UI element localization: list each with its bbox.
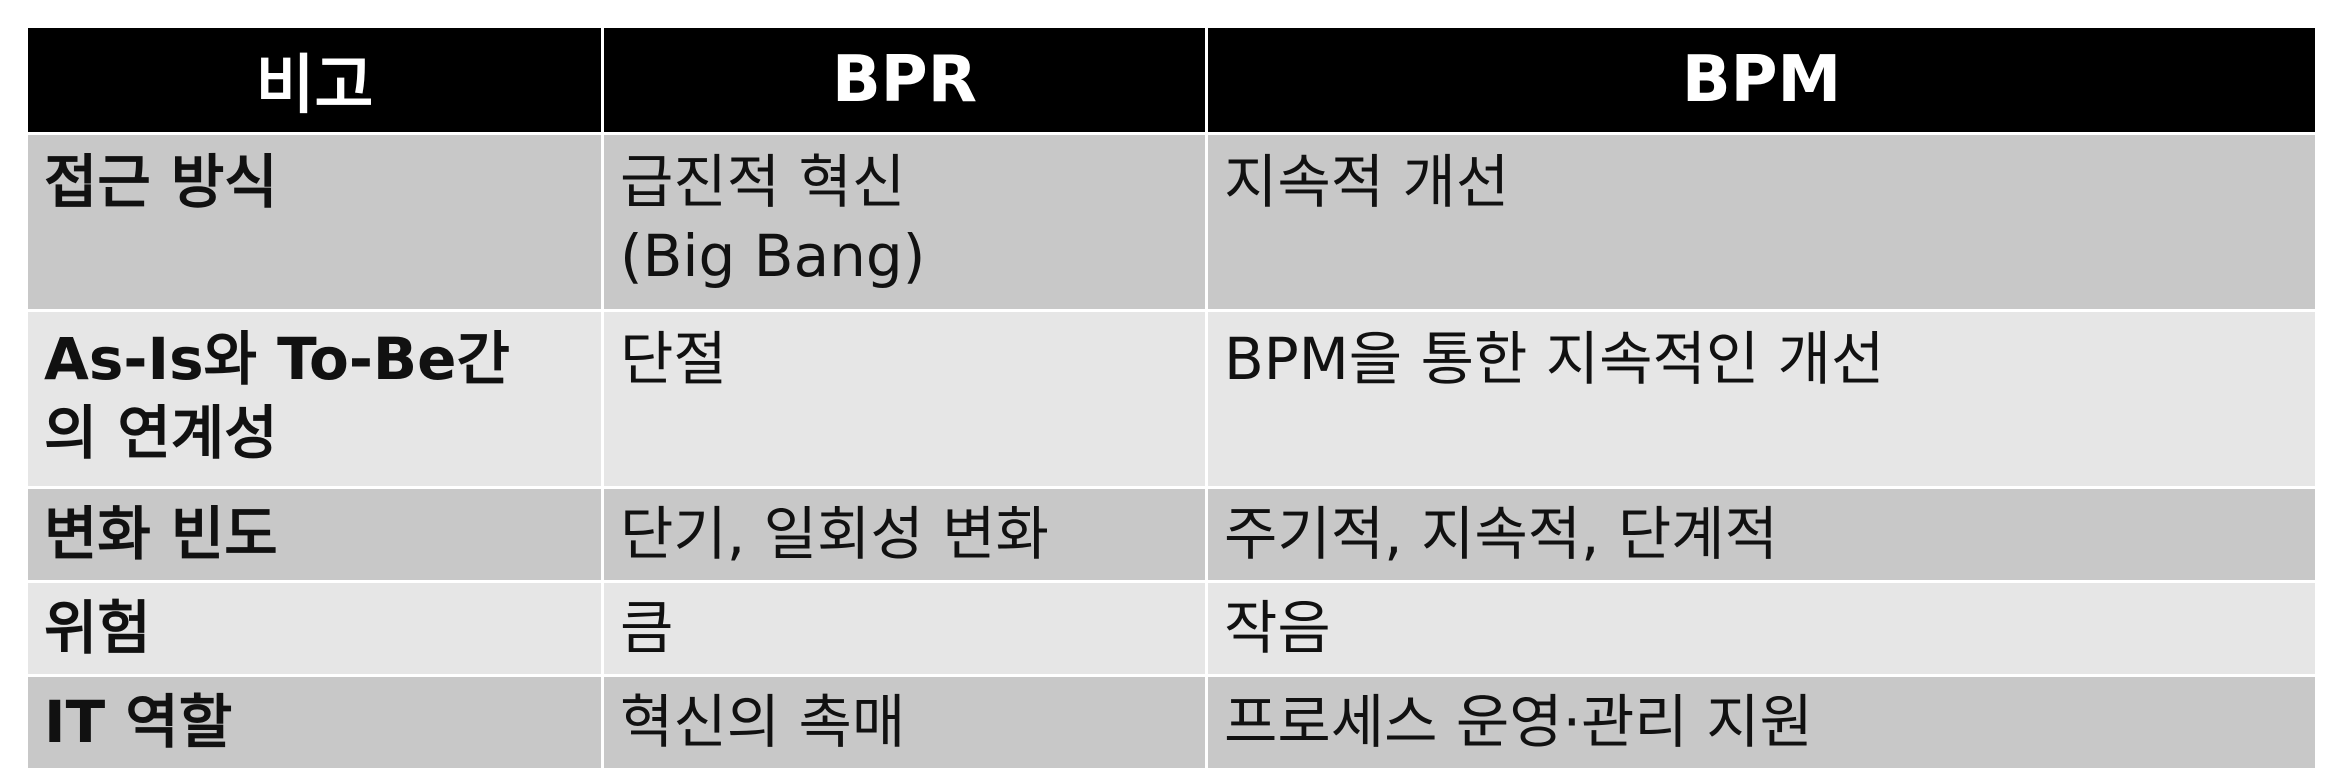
cell-bpm-linkage: BPM을 통한 지속적인 개선	[1205, 309, 2318, 489]
cell-line: 의 연계성	[44, 399, 278, 467]
cell-line: 큼	[620, 594, 674, 662]
row-header-risk: 위험	[25, 580, 604, 677]
table-row: 위험 큼 작음	[25, 580, 2318, 677]
table-row: 접근 방식 급진적 혁신 (Big Bang) 지속적 개선	[25, 132, 2318, 312]
row-header-approach: 접근 방식	[25, 132, 604, 312]
cell-line: 프로세스 운영·관리 지원	[1224, 688, 1813, 756]
bpr-bpm-comparison-table: 비고 BPR BPM 접근 방식 급진적 혁신 (Big Bang) 지속적 개…	[25, 25, 2318, 771]
header-row: 비고 BPR BPM	[25, 25, 2318, 135]
cell-bpr-risk: 큼	[601, 580, 1208, 677]
row-header-frequency: 변화 빈도	[25, 486, 604, 583]
cell-bpr-frequency: 단기, 일회성 변화	[601, 486, 1208, 583]
cell-line: 단기, 일회성 변화	[620, 500, 1049, 568]
table-row: IT 역할 혁신의 촉매 프로세스 운영·관리 지원	[25, 674, 2318, 771]
cell-line: 위험	[44, 594, 151, 662]
cell-bpm-it-role: 프로세스 운영·관리 지원	[1205, 674, 2318, 771]
cell-line: 접근 방식	[44, 148, 278, 216]
comparison-table-container: 비고 BPR BPM 접근 방식 급진적 혁신 (Big Bang) 지속적 개…	[25, 25, 2318, 771]
cell-line: 지속적 개선	[1224, 148, 1510, 216]
cell-bpr-approach: 급진적 혁신 (Big Bang)	[601, 132, 1208, 312]
cell-line: 혁신의 촉매	[620, 688, 906, 756]
cell-bpm-risk: 작음	[1205, 580, 2318, 677]
cell-line: As-Is와 To-Be간	[44, 325, 510, 393]
cell-line: 변화 빈도	[44, 500, 278, 568]
cell-line: 단절	[620, 325, 727, 393]
cell-bpr-linkage: 단절	[601, 309, 1208, 489]
row-header-linkage: As-Is와 To-Be간 의 연계성	[25, 309, 604, 489]
header-cell-criteria: 비고	[25, 25, 604, 135]
cell-line: BPM을 통한 지속적인 개선	[1224, 325, 1885, 393]
header-cell-bpm: BPM	[1205, 25, 2318, 135]
table-row: 변화 빈도 단기, 일회성 변화 주기적, 지속적, 단계적	[25, 486, 2318, 583]
cell-line: (Big Bang)	[620, 222, 926, 290]
table-row: As-Is와 To-Be간 의 연계성 단절 BPM을 통한 지속적인 개선	[25, 309, 2318, 489]
cell-line: 주기적, 지속적, 단계적	[1224, 500, 1778, 568]
header-cell-bpr: BPR	[601, 25, 1208, 135]
row-header-it-role: IT 역할	[25, 674, 604, 771]
cell-line: 작음	[1224, 594, 1331, 662]
cell-bpm-frequency: 주기적, 지속적, 단계적	[1205, 486, 2318, 583]
cell-bpm-approach: 지속적 개선	[1205, 132, 2318, 312]
cell-line: 급진적 혁신	[620, 148, 906, 216]
cell-bpr-it-role: 혁신의 촉매	[601, 674, 1208, 771]
cell-line: IT 역할	[44, 688, 233, 756]
